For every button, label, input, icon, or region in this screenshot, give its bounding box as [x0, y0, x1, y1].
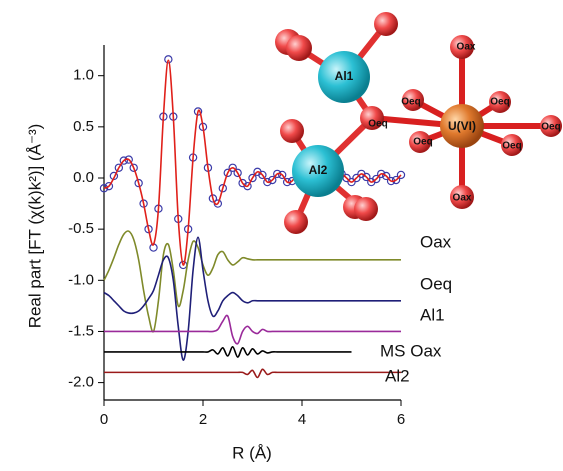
- x-tick-label: 6: [397, 411, 405, 428]
- series-line: [103, 59, 402, 266]
- data-point: [372, 174, 381, 184]
- y-tick-label: -1.5: [68, 322, 94, 339]
- series-line: [104, 346, 352, 358]
- atom-o: [450, 35, 474, 59]
- series-label: MS Oax: [380, 341, 442, 360]
- data-point: [104, 181, 114, 191]
- atom-o: [280, 119, 304, 143]
- data-point: [233, 168, 242, 178]
- series-line: [103, 230, 401, 333]
- series-label: Oax: [420, 232, 452, 251]
- data-point: [223, 168, 232, 178]
- data-point: [258, 170, 267, 180]
- atom-o: [354, 197, 378, 221]
- data-point: [134, 178, 143, 188]
- data-point: [243, 181, 252, 191]
- atom-o: [489, 91, 511, 113]
- atom-al: [318, 51, 370, 103]
- atom-label: Oeq: [413, 137, 432, 148]
- x-tick-label: 4: [298, 411, 306, 428]
- data-point: [129, 163, 138, 172]
- atom-label: Al2: [309, 163, 328, 177]
- y-tick-label: 0.5: [73, 118, 94, 135]
- series-label: Al2: [385, 366, 410, 385]
- y-tick-label: -2.0: [68, 374, 94, 391]
- atom-label: U(VI): [448, 119, 476, 133]
- atom-label: Oax: [457, 42, 476, 53]
- data-point: [99, 184, 109, 193]
- data-point: [218, 184, 227, 193]
- atom-o: [409, 131, 431, 153]
- data-point: [396, 170, 406, 180]
- atom-o: [284, 210, 308, 234]
- data-point: [278, 170, 287, 180]
- data-point: [347, 177, 356, 187]
- data-point: [268, 175, 277, 185]
- data-point: [381, 171, 391, 181]
- x-tick-label: 0: [100, 411, 108, 428]
- data-point: [248, 173, 257, 183]
- y-tick-label: 1.0: [73, 67, 94, 84]
- atom-o: [540, 115, 562, 137]
- series-line: [103, 236, 401, 361]
- data-point: [263, 177, 272, 187]
- atom-u: [440, 104, 484, 148]
- y-tick-label: -1.0: [68, 271, 94, 288]
- data-point: [352, 173, 361, 183]
- plot-area: -2.0 -1.5 -1.0 -0.5 0.0 0.5 1.0 0 2 4 6 Oax Oeq Al1 MS…: [68, 45, 452, 428]
- atom-label: Oeq: [490, 97, 509, 108]
- atom-o: [402, 89, 424, 111]
- atom-o: [450, 185, 474, 209]
- structure-diagram: Al1 Al2 U(VI) Oax Oax Oeq Oeq Oeq Oeq Oe…: [275, 12, 562, 234]
- data-point: [119, 156, 129, 165]
- data-point: [228, 163, 237, 172]
- y-tick-label: 0.0: [73, 169, 94, 186]
- atom-al: [292, 145, 344, 197]
- atom-label: Oeq: [502, 141, 521, 152]
- x-axis-label: R (Å): [232, 443, 272, 462]
- atom-o: [360, 106, 384, 130]
- atom-label: Al1: [335, 69, 354, 83]
- data-point: [362, 172, 371, 182]
- atom-label: Oeq: [368, 119, 387, 130]
- data-point: [377, 169, 386, 179]
- data-point: [164, 55, 173, 64]
- atom-label: Oeq: [401, 97, 420, 108]
- atom-o: [286, 35, 312, 61]
- atom-o: [374, 12, 398, 36]
- y-tick-label: -0.5: [68, 220, 94, 237]
- series-label: Al1: [420, 305, 445, 324]
- atom-label: Oax: [453, 193, 472, 204]
- x-tick-label: 2: [199, 411, 207, 428]
- data-point: [114, 163, 124, 172]
- atom-label: Oeq: [541, 122, 560, 133]
- data-point: [391, 175, 401, 185]
- atom-o: [501, 134, 523, 156]
- series-line: [104, 368, 401, 379]
- y-axis-label: Real part [FT (χ(k)k²)] (Å⁻³): [25, 124, 44, 329]
- series-label: Oeq: [420, 274, 452, 293]
- series-line: [104, 314, 401, 345]
